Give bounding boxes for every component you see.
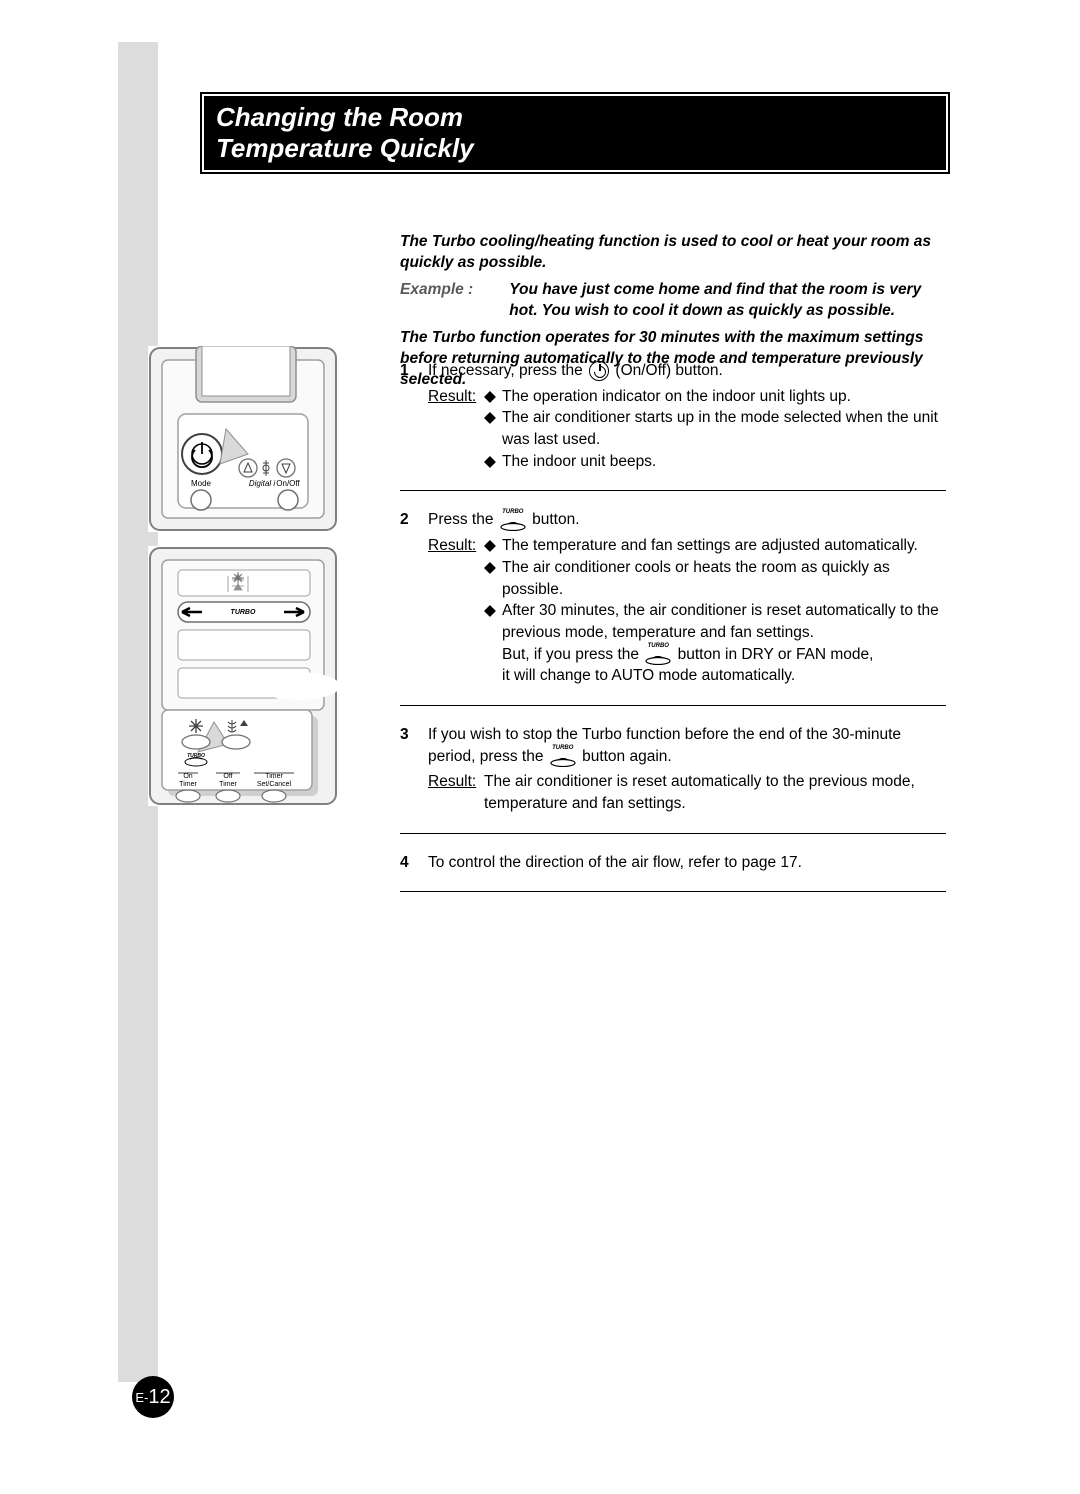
step-2-result-label: Result: (428, 535, 484, 687)
step-1-bullets: ◆The operation indicator on the indoor u… (484, 386, 946, 473)
step-1-body: If necessary, press the (On/Off) button.… (428, 360, 946, 472)
step-2-lead-a: Press the (428, 511, 498, 528)
turbo-icon: TURBO (500, 509, 526, 528)
step-3-num: 3 (400, 724, 428, 815)
svg-text:TURBO: TURBO (231, 609, 256, 616)
bullet-diamond-icon: ◆ (484, 407, 502, 450)
turbo-icon: TURBO (645, 643, 671, 662)
steps-block: 1 If necessary, press the (On/Off) butto… (400, 360, 946, 910)
step-4-text: To control the direction of the air flow… (428, 852, 946, 874)
bullet-diamond-icon: ◆ (484, 600, 502, 687)
step-4-num: 4 (400, 852, 428, 874)
bullet-diamond-icon: ◆ (484, 386, 502, 408)
remote-illustration-2: TURBO TURBO On Timer Off (148, 546, 338, 806)
svg-text:Set/Cancel: Set/Cancel (257, 781, 292, 788)
step-1-bullet-2: The air conditioner starts up in the mod… (502, 407, 946, 450)
page-number-prefix: E- (135, 1390, 148, 1405)
svg-text:On: On (183, 773, 192, 780)
mode-label: Mode (191, 479, 212, 488)
step-3-result-label: Result: (428, 771, 484, 814)
step-4: 4 To control the direction of the air fl… (400, 852, 946, 893)
manual-page: Changing the Room Temperature Quickly Th… (0, 0, 1080, 1494)
step-1-num: 1 (400, 360, 428, 472)
step-1: 1 If necessary, press the (On/Off) butto… (400, 360, 946, 491)
power-icon (589, 361, 609, 381)
section-title-box: Changing the Room Temperature Quickly (200, 92, 950, 174)
remote-illustration-1: Mode Digital i On/Off (148, 346, 338, 532)
section-title: Changing the Room Temperature Quickly (204, 96, 606, 170)
step-1-bullet-3: The indoor unit beeps. (502, 451, 946, 473)
turbo-icon: TURBO (550, 745, 576, 764)
svg-text:Off: Off (223, 773, 232, 780)
step-1-result-label: Result: (428, 386, 484, 473)
page-number-badge: E-12 (132, 1376, 174, 1418)
svg-text:Timer: Timer (179, 781, 197, 788)
bullet-diamond-icon: ◆ (484, 451, 502, 473)
onoff-label: On/Off (276, 479, 300, 488)
step-2-num: 2 (400, 509, 428, 687)
svg-text:Timer: Timer (265, 773, 283, 780)
bullet-diamond-icon: ◆ (484, 535, 502, 557)
step-2-bullet-2: The air conditioner cools or heats the r… (502, 557, 946, 600)
example-row: Example : You have just come home and fi… (400, 280, 950, 322)
step-2-lead-b: button. (532, 511, 579, 528)
step-1-lead-a: If necessary, press the (428, 362, 587, 379)
page-number-value: 12 (148, 1386, 170, 1409)
step-3-body: If you wish to stop the Turbo function b… (428, 724, 946, 815)
digital-label: Digital i (249, 479, 275, 488)
step-2-body: Press the TURBO button. Result: ◆The tem… (428, 509, 946, 687)
step-2-bullets: ◆The temperature and fan settings are ad… (484, 535, 946, 687)
step-3-lead-b: button again. (582, 748, 672, 765)
intro-p1: The Turbo cooling/heating function is us… (400, 232, 950, 274)
example-text: You have just come home and find that th… (509, 280, 950, 322)
example-label: Example : (400, 280, 473, 322)
step-2-bullet-3: After 30 minutes, the air conditioner is… (502, 600, 946, 687)
step-1-bullet-1: The operation indicator on the indoor un… (502, 386, 946, 408)
step-3-result-text: The air conditioner is reset automatical… (484, 771, 946, 814)
step-2-bullet-1: The temperature and fan settings are adj… (502, 535, 946, 557)
svg-text:Timer: Timer (219, 781, 237, 788)
step-3: 3 If you wish to stop the Turbo function… (400, 724, 946, 834)
bullet-diamond-icon: ◆ (484, 557, 502, 600)
step-1-lead-b: (On/Off) button. (615, 362, 722, 379)
step-2: 2 Press the TURBO button. Result: ◆The t… (400, 509, 946, 706)
